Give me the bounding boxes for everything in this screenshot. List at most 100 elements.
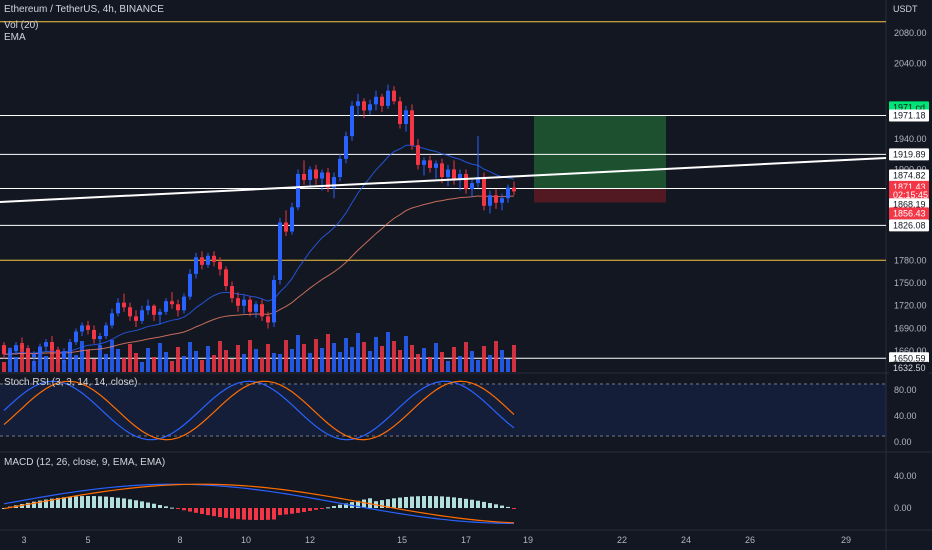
volume-bar — [494, 341, 498, 372]
macd-signal-line — [3, 483, 515, 524]
candle-body — [440, 163, 444, 178]
price-tag-label: 1971.18 — [893, 111, 926, 121]
volume-bar — [212, 355, 216, 372]
volume-bar — [266, 344, 270, 372]
price-tag-label: 1868.19 — [893, 199, 926, 209]
macd-histogram-bar — [194, 508, 198, 513]
price-tag: 1874.82 — [889, 169, 929, 182]
price-tick-label: 1750.00 — [894, 278, 927, 288]
macd-histogram-bar — [434, 496, 438, 508]
volume-bar — [500, 350, 504, 372]
volume-bar — [512, 345, 516, 372]
price-tag: 1650.59 — [889, 352, 929, 365]
price-tick-label: 1940.00 — [894, 134, 927, 144]
macd-histogram-bar — [284, 508, 288, 515]
macd-histogram-bar — [326, 507, 330, 509]
macd-histogram-bar — [140, 501, 144, 508]
candle-body — [260, 304, 264, 317]
macd-histogram-bar — [482, 501, 486, 508]
candle-body — [272, 279, 276, 323]
candle-body — [206, 255, 210, 265]
symbol-legend[interactable]: Ethereum / TetherUS, 4h, BINANCE — [4, 4, 164, 15]
candle-body — [446, 169, 450, 178]
volume-bar — [404, 336, 408, 372]
stoch-tick-label: 0.00 — [894, 437, 912, 447]
candle-body — [458, 173, 462, 181]
volume-bar — [80, 341, 84, 372]
volume-bar — [506, 359, 510, 372]
volume-bar — [134, 353, 138, 372]
position-zones[interactable] — [534, 115, 666, 203]
volume-bar — [218, 341, 222, 372]
candle-body — [362, 101, 366, 111]
time-tick-label: 15 — [397, 535, 407, 545]
ema-legend[interactable]: EMA — [4, 32, 26, 43]
time-tick-label: 5 — [85, 535, 90, 545]
stoch-band — [0, 384, 886, 436]
volume-bar — [230, 359, 234, 372]
candle-body — [242, 299, 246, 306]
candle-body — [356, 101, 360, 106]
price-tag: 1919.89 — [889, 148, 929, 161]
volume-bar — [152, 357, 156, 372]
stoch-rsi-legend[interactable]: Stoch RSI (3, 3, 14, 14, close) — [4, 377, 138, 388]
volume-legend[interactable]: Vol (20) — [4, 20, 39, 31]
time-tick-label: 17 — [461, 535, 471, 545]
volume-bar — [458, 356, 462, 372]
candle-body — [386, 90, 390, 106]
macd-histogram-bar — [152, 503, 156, 508]
volume-bar — [350, 347, 354, 372]
volume-bar — [38, 347, 42, 372]
candle-body — [284, 222, 288, 232]
volume-bar — [92, 359, 96, 372]
volume-bar — [158, 343, 162, 372]
candle-body — [92, 329, 96, 340]
candle-body — [98, 336, 102, 340]
macd-histogram-bar — [62, 497, 66, 508]
volume-bar — [116, 349, 120, 372]
candle-body — [368, 104, 372, 111]
macd-histogram-bar — [230, 508, 234, 519]
ema-lines — [3, 144, 515, 355]
macd-histogram-bar — [56, 497, 60, 508]
price-tag-label: 1856.43 — [893, 208, 926, 218]
trendline[interactable] — [0, 157, 887, 203]
macd-histogram-bar — [266, 508, 270, 520]
volume-bar — [104, 354, 108, 372]
candle-body — [332, 177, 336, 188]
candle-body — [68, 342, 72, 352]
volume-bar — [272, 353, 276, 372]
candle-body — [452, 169, 456, 181]
price-tag: 1971.18 — [889, 109, 929, 122]
candle-body — [20, 345, 24, 349]
candle-body — [296, 173, 300, 208]
volume-bar — [296, 335, 300, 372]
volume-bar — [362, 342, 366, 372]
volume-bar — [416, 354, 420, 372]
macd-histogram-bar — [506, 506, 510, 508]
macd-histogram-bar — [296, 508, 300, 513]
price-tag-box — [889, 109, 929, 122]
volume-bar — [62, 360, 66, 372]
volume-bar — [314, 339, 318, 372]
time-axis[interactable]: 3 5 8 10 12 15 17 19 22 24 26 29 — [21, 535, 851, 545]
macd-histogram-bar — [92, 496, 96, 508]
price-axis[interactable]: 2080.00 2040.00 1940.00 1900.00 1780.00 1750.… — [889, 28, 929, 513]
candle-body — [326, 172, 330, 188]
price-tag-box — [889, 361, 929, 374]
macd-histogram-bar — [260, 508, 264, 520]
macd-histogram-bar — [476, 500, 480, 508]
ema-line — [3, 195, 515, 355]
candle-body — [398, 101, 402, 125]
macd-histogram-bar — [440, 496, 444, 508]
volume-bar — [260, 358, 264, 372]
macd-legend[interactable]: MACD (12, 26, close, 9, EMA, EMA) — [4, 457, 166, 468]
macd-histogram-bar — [380, 500, 384, 508]
macd-histogram-bar — [314, 508, 318, 510]
macd-histogram-bar — [218, 508, 222, 518]
price-tag: 1856.43 — [889, 207, 929, 220]
candle-body — [128, 307, 132, 317]
candle-body — [512, 187, 516, 192]
volume-bar — [482, 346, 486, 372]
